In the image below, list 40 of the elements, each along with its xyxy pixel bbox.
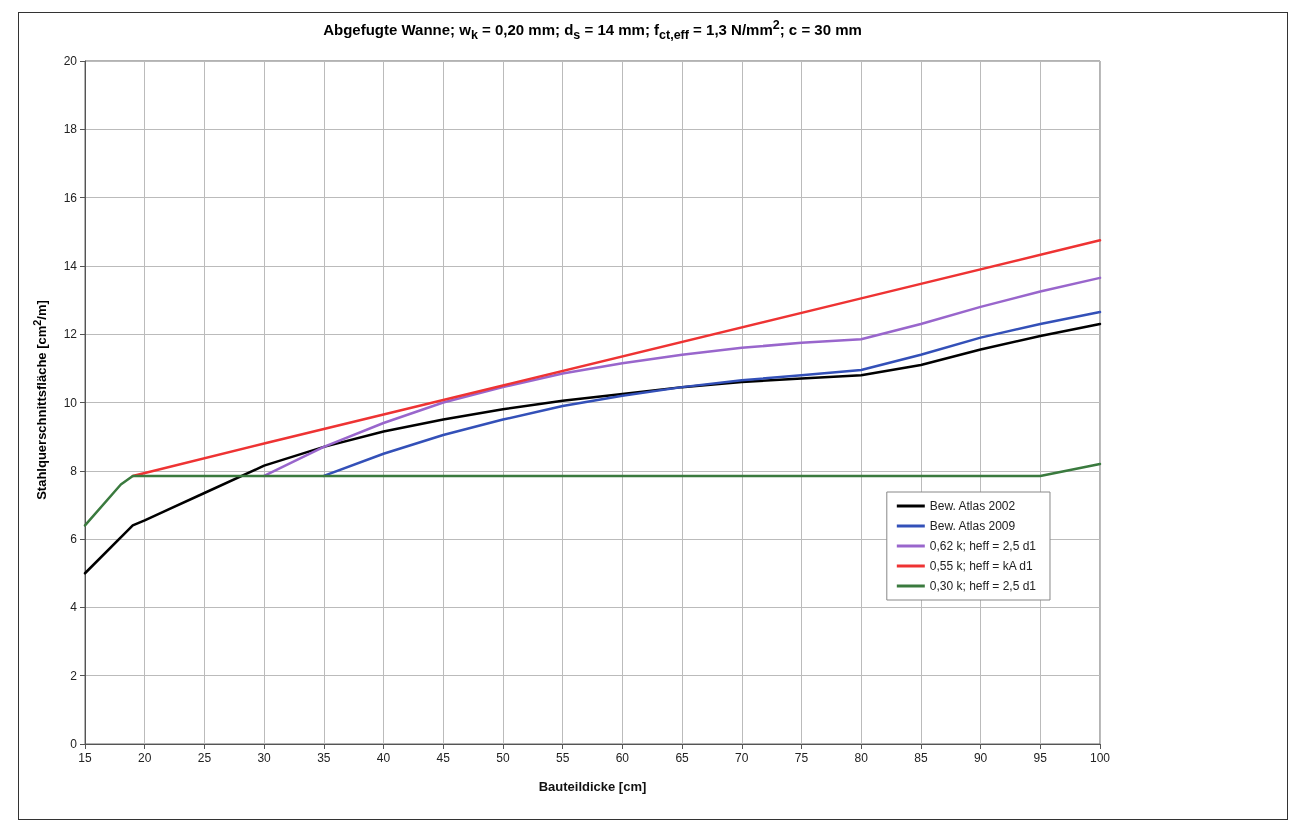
y-tick-label: 14 — [63, 258, 78, 273]
x-axis-title: Bauteildicke [cm] — [538, 779, 647, 794]
x-tick-label: 50 — [496, 751, 510, 765]
x-tick-label: 40 — [376, 751, 391, 765]
x-tick-label: 25 — [197, 751, 212, 765]
x-tick-label: 70 — [735, 751, 749, 765]
x-tick-label: 30 — [257, 751, 272, 765]
x-tick-label: 100 — [1089, 751, 1111, 765]
legend-label: Bew. Atlas 2002 — [929, 499, 1016, 513]
y-tick-label: 8 — [70, 463, 78, 478]
y-tick-label: 0 — [70, 737, 78, 751]
x-tick-label: 85 — [914, 751, 928, 765]
x-tick-label: 60 — [615, 751, 630, 765]
y-tick-label: 16 — [63, 190, 78, 205]
x-tick-label: 90 — [973, 751, 988, 765]
x-tick-label: 15 — [78, 751, 92, 765]
line-series — [262, 276, 1102, 478]
legend-label: 0,62 k; heff = 2,5 d1 — [929, 539, 1037, 553]
x-tick-label: 45 — [436, 751, 451, 765]
x-tick-label: 55 — [555, 751, 570, 765]
y-tick-label: 10 — [63, 395, 78, 410]
x-tick-label: 75 — [794, 751, 809, 765]
y-tick-label: 20 — [63, 54, 78, 68]
y-tick-label: 4 — [70, 600, 78, 615]
line-series — [83, 322, 1102, 575]
x-tick-label: 80 — [854, 751, 869, 765]
y-tick-label: 2 — [70, 668, 78, 683]
x-tick-label: 35 — [317, 751, 331, 765]
line-series — [131, 239, 1102, 478]
x-tick-label: 20 — [138, 751, 152, 765]
y-tick-label: 18 — [63, 122, 78, 137]
x-tick-label: 65 — [675, 751, 690, 765]
legend-label: 0,55 k; heff = kA d1 — [929, 559, 1033, 573]
legend-label: 0,30 k; heff = 2,5 d1 — [929, 579, 1037, 593]
chart-title: Abgefugte Wanne; w$_{k}$ = 0,20 mm; d$_{s}$ = 14 mm; f$_{ct,eff}$ = 1,3 N/mm$^{2}$; c = 30 mm — [323, 18, 862, 42]
legend-label: Bew. Atlas 2009 — [929, 519, 1016, 533]
line-series — [322, 310, 1102, 478]
y-tick-label: 12 — [63, 327, 78, 342]
x-tick-label: 95 — [1033, 751, 1048, 765]
y-tick-label: 6 — [70, 532, 78, 547]
